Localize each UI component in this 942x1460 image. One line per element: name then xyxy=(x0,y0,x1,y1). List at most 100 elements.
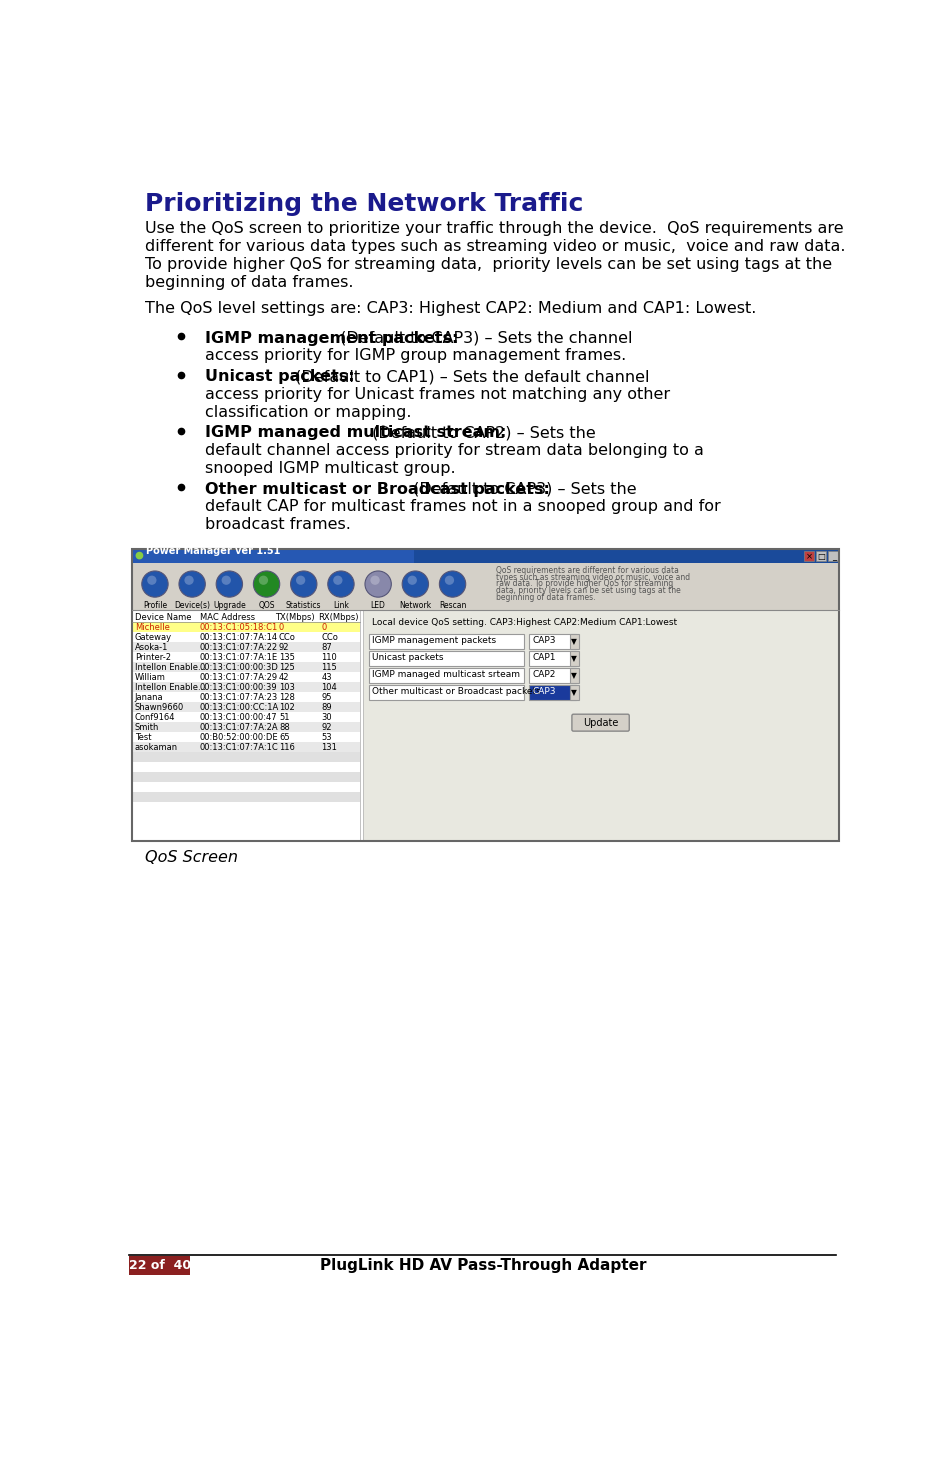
Text: 00:13:C1:05:18:C1: 00:13:C1:05:18:C1 xyxy=(200,622,278,632)
Text: 128: 128 xyxy=(279,692,295,702)
FancyBboxPatch shape xyxy=(369,651,524,666)
Text: classification or mapping.: classification or mapping. xyxy=(204,404,411,419)
FancyBboxPatch shape xyxy=(369,685,524,699)
Text: 65: 65 xyxy=(279,733,289,742)
Text: IGMP managed multicast srteam: IGMP managed multicast srteam xyxy=(372,670,520,679)
Text: 92: 92 xyxy=(321,723,333,731)
Text: _: _ xyxy=(832,552,836,561)
Text: (Default to CAP2) – Sets the: (Default to CAP2) – Sets the xyxy=(367,425,596,441)
Text: broadcast frames.: broadcast frames. xyxy=(204,517,350,531)
Text: Unicast packets:: Unicast packets: xyxy=(204,369,354,384)
Text: Unicast packets: Unicast packets xyxy=(372,654,444,663)
Bar xyxy=(570,669,579,683)
Text: 110: 110 xyxy=(321,653,337,661)
Circle shape xyxy=(365,571,391,597)
Text: ▼: ▼ xyxy=(571,654,577,663)
Bar xyxy=(816,550,826,561)
Text: 87: 87 xyxy=(321,642,333,651)
Bar xyxy=(132,752,361,762)
FancyBboxPatch shape xyxy=(369,634,524,648)
Text: William: William xyxy=(135,673,166,682)
Text: QoS requirements are different for various data: QoS requirements are different for vario… xyxy=(495,565,679,575)
Circle shape xyxy=(147,575,156,585)
Bar xyxy=(570,634,579,648)
Circle shape xyxy=(136,552,143,559)
Text: QoS Screen: QoS Screen xyxy=(145,851,238,866)
FancyBboxPatch shape xyxy=(529,651,576,666)
Bar xyxy=(132,772,361,783)
Text: □: □ xyxy=(818,552,825,561)
Text: Device Name: Device Name xyxy=(135,613,191,622)
Text: IGMP managed multicast stream:: IGMP managed multicast stream: xyxy=(204,425,506,441)
Circle shape xyxy=(296,575,305,585)
Text: snooped IGMP multicast group.: snooped IGMP multicast group. xyxy=(204,461,455,476)
Text: Smith: Smith xyxy=(135,723,159,731)
Bar xyxy=(132,702,361,712)
Text: Printer-2: Printer-2 xyxy=(135,653,171,661)
Text: 115: 115 xyxy=(321,663,337,672)
Text: Shawn9660: Shawn9660 xyxy=(135,702,184,711)
Text: types such as streaming video or music, voice and: types such as streaming video or music, … xyxy=(495,572,690,581)
Bar xyxy=(132,742,361,752)
Text: MAC Address: MAC Address xyxy=(200,613,255,622)
Text: default CAP for multicast frames not in a snooped group and for: default CAP for multicast frames not in … xyxy=(204,499,721,514)
Bar xyxy=(804,550,814,561)
Bar xyxy=(132,622,361,632)
Text: 0: 0 xyxy=(321,622,327,632)
Text: IGMP management packets: IGMP management packets xyxy=(372,637,496,645)
Text: 89: 89 xyxy=(321,702,333,711)
Circle shape xyxy=(370,575,380,585)
Circle shape xyxy=(408,575,417,585)
Bar xyxy=(828,550,838,561)
Bar xyxy=(132,549,838,841)
Text: Use the QoS screen to prioritize your traffic through the device.  QoS requireme: Use the QoS screen to prioritize your tr… xyxy=(145,222,843,237)
Text: 51: 51 xyxy=(279,712,289,721)
Text: Power Manager ver 1.51: Power Manager ver 1.51 xyxy=(146,546,280,556)
Text: ▼: ▼ xyxy=(571,638,577,647)
Text: 00:B0:52:00:00:DE: 00:B0:52:00:00:DE xyxy=(200,733,279,742)
Bar xyxy=(132,721,361,731)
Text: To provide higher QoS for streaming data,  priority levels can be set using tags: To provide higher QoS for streaming data… xyxy=(145,257,832,272)
Text: (Default to CAP3) – Sets the: (Default to CAP3) – Sets the xyxy=(408,482,637,496)
Text: 135: 135 xyxy=(279,653,295,661)
Text: access priority for IGMP group management frames.: access priority for IGMP group managemen… xyxy=(204,349,625,364)
Bar xyxy=(132,562,838,610)
Text: 00:13:C1:00:CC:1A: 00:13:C1:00:CC:1A xyxy=(200,702,279,711)
FancyBboxPatch shape xyxy=(529,685,576,699)
Text: Janana: Janana xyxy=(135,692,163,702)
Text: raw data. To provide higher QoS for streaming: raw data. To provide higher QoS for stre… xyxy=(495,580,674,588)
Text: IGMP management packets:: IGMP management packets: xyxy=(204,331,458,346)
Bar xyxy=(129,1256,190,1275)
Text: TX(Mbps): TX(Mbps) xyxy=(275,613,315,622)
Text: 102: 102 xyxy=(279,702,295,711)
Bar xyxy=(570,651,579,666)
Text: 125: 125 xyxy=(279,663,295,672)
Text: 00:13:C1:00:00:47: 00:13:C1:00:00:47 xyxy=(200,712,278,721)
Text: The QoS level settings are: CAP3: Highest CAP2: Medium and CAP1: Lowest.: The QoS level settings are: CAP3: Highes… xyxy=(145,301,756,317)
Text: 92: 92 xyxy=(279,642,289,651)
Text: different for various data types such as streaming video or music,  voice and ra: different for various data types such as… xyxy=(145,239,845,254)
Text: 00:13:C1:07:7A:22: 00:13:C1:07:7A:22 xyxy=(200,642,278,651)
Text: Local device QoS setting. CAP3:Highest CAP2:Medium CAP1:Lowest: Local device QoS setting. CAP3:Highest C… xyxy=(372,618,677,626)
Text: 00:13:C1:07:7A:29: 00:13:C1:07:7A:29 xyxy=(200,673,278,682)
Text: 43: 43 xyxy=(321,673,333,682)
Bar xyxy=(570,685,579,699)
Circle shape xyxy=(179,571,205,597)
Text: Conf9164: Conf9164 xyxy=(135,712,175,721)
Text: 00:13:C1:07:7A:1E: 00:13:C1:07:7A:1E xyxy=(200,653,278,661)
Text: beginning of data frames.: beginning of data frames. xyxy=(145,274,353,289)
Text: data, priority levels can be set using tags at the: data, priority levels can be set using t… xyxy=(495,587,681,596)
Text: 53: 53 xyxy=(321,733,333,742)
Text: 95: 95 xyxy=(321,692,333,702)
Circle shape xyxy=(290,571,317,597)
Text: CAP3: CAP3 xyxy=(532,637,556,645)
Text: Other multicast or Broadcast packets:: Other multicast or Broadcast packets: xyxy=(204,482,549,496)
Circle shape xyxy=(185,575,194,585)
Text: ▼: ▼ xyxy=(571,672,577,680)
Bar xyxy=(363,610,838,841)
Text: ▼: ▼ xyxy=(571,688,577,696)
Text: 88: 88 xyxy=(279,723,290,731)
Text: 104: 104 xyxy=(321,683,337,692)
Text: 00:13:C1:07:7A:14: 00:13:C1:07:7A:14 xyxy=(200,632,278,641)
Text: Statistics: Statistics xyxy=(286,602,321,610)
